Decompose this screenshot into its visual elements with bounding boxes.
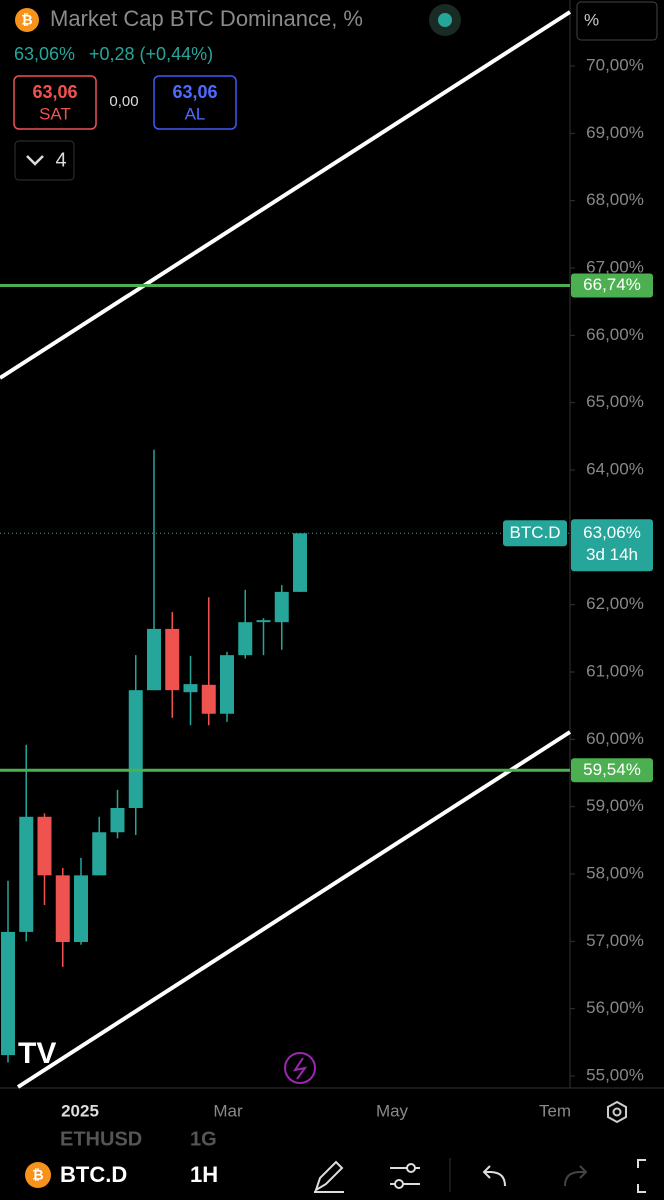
sell-label: SAT: [39, 104, 71, 123]
sell-price: 63,06: [32, 82, 77, 102]
x-tick-label: May: [376, 1101, 409, 1120]
tv-logo: TV: [18, 1037, 56, 1070]
redo-icon[interactable]: [564, 1165, 588, 1187]
y-tick-label: 62,00%: [586, 594, 644, 613]
countdown: 3d 14h: [586, 545, 638, 564]
settings-dot: [612, 1107, 622, 1117]
interval[interactable]: 1H: [190, 1162, 218, 1187]
spread: 0,00: [109, 93, 138, 110]
y-tick-label: 60,00%: [586, 729, 644, 748]
ghost-interval: 1G: [190, 1128, 217, 1150]
y-tick-label: 64,00%: [586, 459, 644, 478]
candle-body: [147, 628, 161, 691]
candle-body: [201, 684, 216, 714]
candle-body: [37, 816, 52, 876]
y-tick-label: 68,00%: [586, 190, 644, 209]
x-tick-label: Mar: [213, 1101, 243, 1120]
fullscreen-icon[interactable]: [637, 1159, 646, 1193]
candle-body: [1, 931, 15, 1056]
trend-line: [0, 10, 572, 380]
chevron-icon: [26, 155, 44, 166]
buy-button[interactable]: [153, 75, 237, 130]
last-price-box: [571, 519, 653, 572]
chart-title: Market Cap BTC Dominance, %: [50, 6, 363, 31]
indicator-toggle[interactable]: [14, 140, 75, 181]
level-label: 66,74%: [583, 275, 641, 294]
axis-unit: %: [584, 10, 599, 29]
x-tick-label: 2025: [61, 1101, 99, 1120]
change: +0,28 (+0,44%): [89, 44, 213, 64]
settings-sliders-icon[interactable]: [390, 1163, 420, 1189]
draw-icon[interactable]: [314, 1160, 344, 1193]
settings-icon[interactable]: [607, 1100, 627, 1124]
buy-label: AL: [185, 104, 206, 123]
lightning-bolt: [292, 1057, 308, 1080]
symbol[interactable]: BTC.D: [60, 1162, 127, 1187]
candle-body: [55, 875, 70, 943]
y-tick-label: 55,00%: [586, 1065, 644, 1084]
btc-icon: [25, 1162, 51, 1188]
lightning-icon[interactable]: [284, 1052, 316, 1084]
candle-body: [74, 875, 88, 943]
indicator-count: 4: [55, 149, 66, 171]
btc-icon: [15, 8, 39, 32]
candle-body: [238, 622, 253, 656]
y-tick-label: 61,00%: [586, 661, 644, 680]
y-tick-label: 57,00%: [586, 931, 644, 950]
price: 63,06%: [14, 44, 75, 64]
ghost-symbol: ETHUSD: [60, 1128, 142, 1150]
candle-body: [293, 533, 307, 592]
level-label-box: [571, 273, 653, 298]
y-tick-label: 66,00%: [586, 325, 644, 344]
candle-body: [256, 620, 271, 623]
candle-body: [274, 591, 289, 623]
unit-box[interactable]: [576, 1, 658, 41]
y-tick-label: 67,00%: [586, 257, 644, 276]
candle-body: [220, 655, 234, 714]
y-tick-label: 58,00%: [586, 863, 644, 882]
candle-body: [92, 832, 107, 876]
symbol-label-box: [503, 520, 567, 547]
status-dot: [438, 13, 452, 27]
symbol-label: BTC.D: [510, 523, 561, 542]
y-tick-label: 56,00%: [586, 998, 644, 1017]
level-label: 59,54%: [583, 760, 641, 779]
last-price-label: 63,06%: [583, 523, 641, 542]
candle-body: [128, 690, 143, 809]
level-label-box: [571, 758, 653, 783]
candle-body: [19, 816, 34, 932]
btc-symbol: ₿: [21, 12, 32, 28]
y-tick-label: 59,00%: [586, 796, 644, 815]
y-tick-label: 69,00%: [586, 123, 644, 142]
x-tick-label: Tem: [539, 1101, 571, 1120]
trend-line: [16, 730, 572, 1089]
sell-button[interactable]: [13, 75, 97, 130]
btc-symbol: ₿: [32, 1167, 43, 1183]
candle-body: [183, 684, 198, 693]
candle-body: [165, 628, 180, 691]
y-tick-label: 70,00%: [586, 55, 644, 74]
undo-icon[interactable]: [482, 1165, 506, 1187]
candle-body: [110, 808, 125, 833]
y-tick-label: 65,00%: [586, 392, 644, 411]
buy-price: 63,06: [172, 82, 217, 102]
